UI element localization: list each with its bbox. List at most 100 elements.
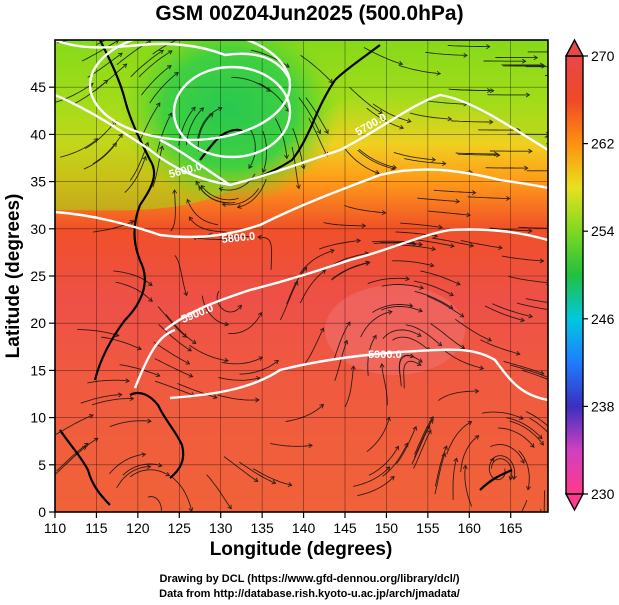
- streamline-arrow: [159, 49, 164, 55]
- streamline-arrow: [494, 151, 499, 157]
- streamline: [438, 390, 479, 401]
- coastline-asia: [99, 40, 156, 206]
- colorbar-bottom-arrow: [564, 493, 585, 512]
- streamline: [417, 197, 460, 203]
- streamline: [119, 364, 160, 377]
- x-tick-label: 165: [499, 520, 523, 536]
- height-contours: [55, 40, 548, 402]
- streamline-arrow: [356, 238, 362, 244]
- streamline: [344, 366, 355, 408]
- streamline-arrow: [381, 210, 387, 216]
- streamline: [363, 47, 403, 65]
- warm-anomaly: [325, 285, 465, 375]
- coastline-indochina: [59, 429, 111, 506]
- streamline: [508, 275, 548, 284]
- streamline-arrow: [365, 260, 371, 266]
- streamline-arrow: [406, 118, 412, 124]
- streamline: [521, 500, 528, 512]
- streamline: [490, 458, 513, 480]
- streamline: [358, 148, 397, 169]
- streamline-arrow: [274, 359, 279, 365]
- colorbar-top-arrow: [564, 38, 585, 57]
- contour-label-5900-east: 5900.0: [368, 349, 402, 361]
- streamline-arrow: [378, 109, 384, 114]
- streamline-arrow: [409, 353, 415, 359]
- streamline: [382, 329, 422, 340]
- streamline-arrow: [508, 475, 514, 481]
- streamline: [396, 426, 417, 465]
- streamline-arrow: [557, 382, 561, 386]
- streamline-arrow: [584, 238, 587, 242]
- streamline-arrow: [374, 170, 380, 175]
- streamline-arrow: [418, 358, 423, 363]
- x-tick-label: 140: [292, 520, 316, 536]
- streamline: [331, 261, 370, 280]
- streamline-arrow: [428, 418, 434, 424]
- streamline: [156, 112, 172, 153]
- streamline-arrow: [449, 291, 454, 297]
- streamline: [286, 267, 308, 305]
- streamline: [381, 284, 424, 289]
- streamline: [177, 383, 218, 399]
- streamline-arrow: [361, 223, 367, 229]
- streamline: [147, 496, 162, 512]
- streamline-arrow: [166, 65, 172, 70]
- streamline: [130, 49, 164, 78]
- streamline: [509, 420, 544, 446]
- streamline: [115, 281, 153, 302]
- streamline-arrow: [418, 307, 423, 313]
- streamline-arrow: [426, 425, 431, 430]
- streamline: [170, 189, 176, 232]
- streamline-arrow: [529, 443, 535, 448]
- streamline-arrow: [319, 327, 325, 333]
- streamline-arrow: [539, 258, 545, 264]
- streamline-arrow: [183, 291, 189, 297]
- streamline-arrow: [453, 457, 459, 463]
- wind-streamlines: [55, 34, 588, 527]
- streamline-arrow: [302, 266, 308, 272]
- streamline-arrow: [437, 341, 443, 347]
- streamline-arrow: [255, 376, 261, 381]
- streamline: [165, 314, 197, 344]
- x-tick-label: 110: [44, 520, 67, 536]
- streamline-arrow: [200, 184, 206, 190]
- streamline: [404, 158, 446, 165]
- streamline-arrow: [460, 344, 466, 349]
- streamline: [529, 417, 548, 434]
- streamline-arrow: [412, 425, 418, 431]
- x-tick-label: 130: [209, 520, 233, 536]
- streamline: [109, 420, 152, 428]
- streamline: [447, 45, 490, 48]
- colorbar-tick-label: 254: [591, 223, 615, 239]
- streamline-arrow: [443, 445, 448, 451]
- streamline: [101, 336, 142, 350]
- streamline-arrow: [199, 107, 204, 112]
- streamline-arrow: [152, 523, 156, 527]
- streamline: [303, 327, 324, 366]
- streamline-arrow: [174, 71, 179, 77]
- streamline-arrow: [431, 246, 437, 252]
- streamline: [450, 120, 493, 123]
- streamline: [228, 312, 262, 334]
- streamline: [518, 226, 548, 229]
- streamline-arrow: [537, 434, 543, 440]
- streamline-arrow: [524, 165, 529, 171]
- contour-low-outer: [88, 40, 292, 142]
- streamline-arrow: [188, 216, 194, 222]
- streamline-arrow: [324, 129, 329, 135]
- streamline: [411, 425, 431, 465]
- streamline-arrow: [392, 164, 398, 170]
- streamline: [154, 358, 193, 378]
- streamline: [328, 252, 369, 268]
- streamline-arrow: [186, 34, 190, 38]
- streamline: [434, 453, 446, 495]
- streamline: [345, 148, 380, 174]
- streamline-arrow: [390, 475, 395, 481]
- streamline-arrow: [112, 142, 117, 148]
- streamline-arrow: [486, 44, 491, 50]
- streamline-arrow: [584, 74, 588, 78]
- streamline-arrow: [429, 262, 435, 268]
- x-tick-label: 145: [333, 520, 357, 536]
- streamline-arrow: [208, 113, 214, 118]
- streamline-arrow: [186, 198, 191, 204]
